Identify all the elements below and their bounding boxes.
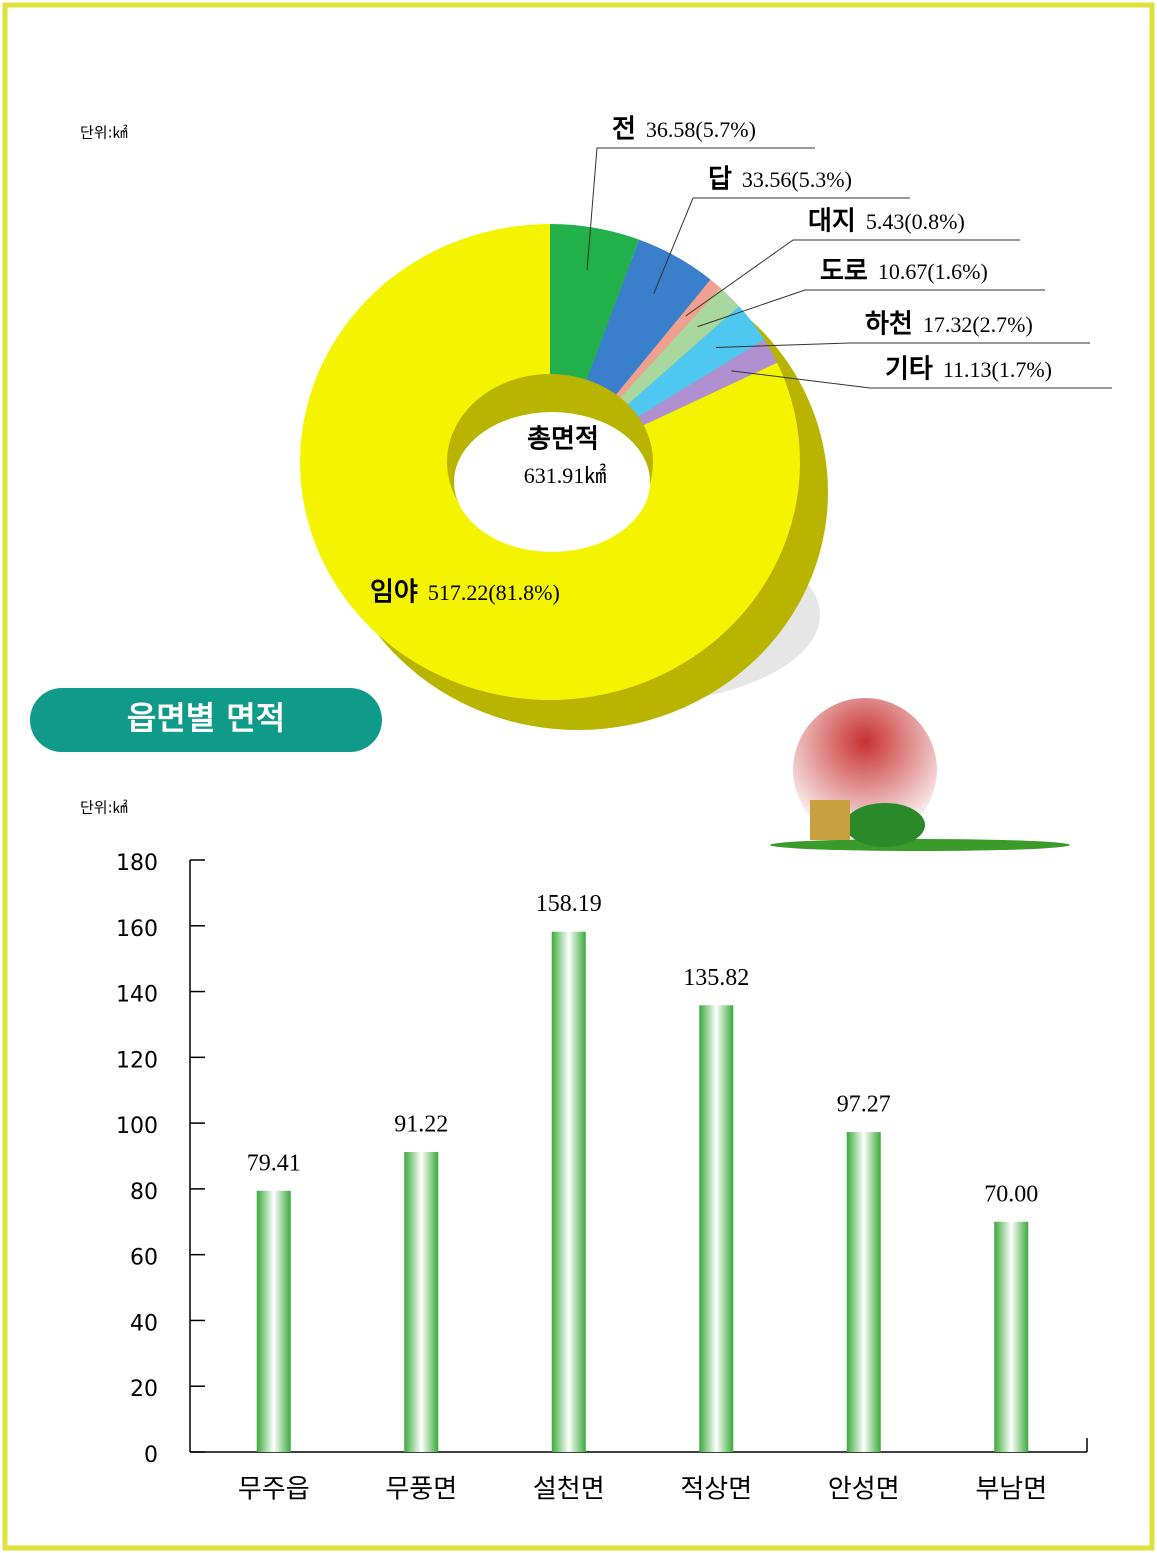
y-tick-label: 160: [116, 917, 158, 942]
pie-slice: [638, 339, 778, 426]
bar: [846, 1132, 881, 1452]
x-tick-label: 안성면: [828, 1475, 900, 1505]
y-tick-label: 180: [116, 851, 158, 876]
pie-slice: [620, 288, 740, 405]
x-tick-label: 설천면: [533, 1475, 605, 1505]
slice-label: 17.32(2.7%): [923, 312, 1033, 337]
value-label: 79.41: [247, 1150, 301, 1176]
y-tick-label: 0: [144, 1443, 158, 1468]
slice-label: 11.13(1.7%): [943, 357, 1052, 382]
slice-name: 도로: [820, 257, 868, 287]
slice-label: 33.56(5.3%): [742, 167, 852, 192]
pie-slice: [627, 306, 765, 417]
pie-slice: [550, 224, 639, 380]
x-tick-label: 무풍면: [385, 1475, 457, 1505]
value-label: 70.00: [984, 1181, 1038, 1207]
slice-name: 답: [708, 165, 732, 195]
leader-line: [697, 289, 1045, 328]
bar-unit: 단위:㎢: [80, 799, 128, 817]
value-label: 158.19: [536, 891, 602, 917]
slice-label: 10.67(1.6%): [878, 259, 988, 284]
pie-unit: 단위:㎢: [80, 124, 128, 142]
leader-line: [731, 370, 1112, 389]
leader-line: [653, 197, 910, 294]
slice-name: 임야: [370, 578, 418, 608]
title-badge: [30, 688, 382, 752]
y-tick-label: 120: [116, 1048, 158, 1073]
slice-name: 대지: [808, 207, 856, 237]
center-title: 총면적: [527, 425, 599, 455]
donut-hole: [454, 412, 650, 552]
slice-name: 기타: [885, 355, 933, 385]
bar: [256, 1190, 291, 1452]
x-tick-label: 무주읍: [238, 1475, 310, 1505]
y-tick-label: 80: [130, 1180, 158, 1205]
y-tick-label: 20: [130, 1377, 158, 1402]
illustration: [770, 698, 1070, 851]
value-label: 97.27: [837, 1092, 891, 1118]
leader-line: [586, 147, 815, 271]
slice-label: 36.58(5.7%): [646, 117, 756, 142]
center-value: 631.91㎢: [524, 463, 607, 488]
bar-title: 읍면별 면적: [127, 699, 285, 737]
slice-label: 5.43(0.8%): [866, 209, 965, 234]
slice-name: 하천: [865, 310, 913, 340]
slice-name: 전: [612, 115, 636, 145]
bar: [699, 1005, 734, 1452]
y-tick-label: 140: [116, 983, 158, 1008]
value-label: 91.22: [394, 1111, 448, 1137]
y-tick-label: 40: [130, 1311, 158, 1336]
x-tick-label: 적상면: [680, 1475, 752, 1505]
leader-line: [715, 342, 1090, 348]
y-tick-label: 60: [130, 1246, 158, 1271]
pie-slice: [300, 224, 801, 701]
pie-slice: [586, 239, 711, 395]
y-tick-label: 100: [116, 1114, 158, 1139]
x-tick-label: 부남면: [975, 1475, 1047, 1505]
value-label: 135.82: [683, 965, 749, 991]
slice-label: 517.22(81.8%): [428, 580, 560, 605]
leader-line: [685, 239, 1020, 317]
bar: [551, 931, 586, 1452]
bar: [994, 1221, 1029, 1452]
bar: [404, 1151, 439, 1452]
